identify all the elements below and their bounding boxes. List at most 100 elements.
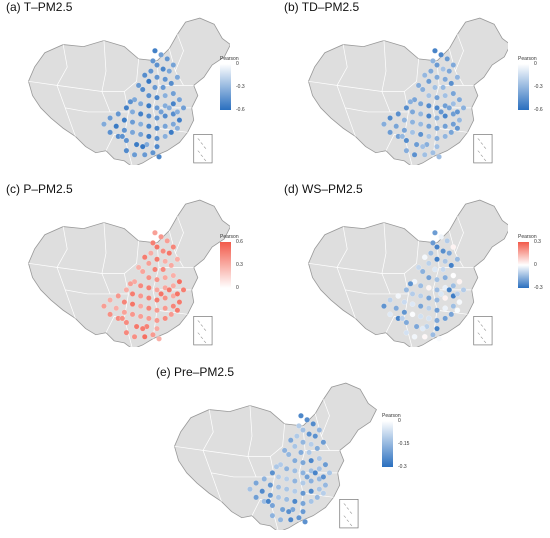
station-point	[300, 480, 306, 486]
station-point	[146, 92, 152, 99]
station-point	[421, 151, 428, 158]
station-point	[448, 80, 455, 87]
station-point	[139, 86, 146, 93]
panel-title: (b) TD–PM2.5	[284, 0, 360, 14]
station-point	[446, 68, 453, 74]
station-point	[381, 303, 387, 309]
station-point	[411, 333, 418, 340]
inset-islands	[349, 523, 353, 527]
station-point	[170, 272, 177, 279]
station-point	[314, 494, 321, 501]
panel-b: (b) TD–PM2.5 Pearson 0 -0.3 -0.6	[278, 0, 550, 180]
station-point	[121, 127, 128, 134]
station-point	[409, 119, 416, 125]
station-point	[421, 254, 428, 261]
inset-box	[193, 134, 213, 164]
legend-tick-label: -0.6	[236, 107, 245, 113]
province-border	[101, 222, 111, 295]
inset-islands	[203, 158, 207, 162]
station-point	[152, 229, 158, 236]
station-point	[139, 143, 146, 150]
station-point	[300, 490, 306, 497]
station-point	[180, 105, 187, 111]
station-point	[308, 457, 314, 464]
station-point	[162, 315, 168, 322]
station-point	[304, 416, 310, 423]
station-point	[438, 109, 444, 115]
station-point	[281, 447, 288, 454]
station-point	[448, 129, 455, 136]
station-point	[456, 117, 463, 123]
station-point	[253, 480, 259, 486]
station-point	[450, 100, 457, 107]
station-point	[158, 51, 164, 58]
station-point	[316, 465, 323, 472]
station-point	[434, 325, 440, 332]
station-point	[440, 266, 446, 273]
station-point	[296, 514, 302, 521]
station-point	[154, 297, 160, 303]
station-point	[253, 494, 259, 501]
inset-islands	[200, 154, 204, 158]
station-point	[146, 305, 152, 312]
station-point	[154, 105, 160, 111]
station-point	[442, 133, 448, 140]
station-point	[170, 303, 177, 309]
station-point	[426, 315, 432, 322]
inset-islands	[483, 146, 487, 149]
station-point	[174, 291, 181, 297]
station-point	[442, 258, 448, 265]
station-point	[442, 113, 448, 119]
legend-title: Pearson	[518, 234, 537, 240]
station-point	[123, 319, 130, 326]
station-point	[275, 494, 282, 501]
station-point	[421, 333, 428, 340]
station-point	[170, 62, 177, 68]
station-point	[411, 151, 418, 158]
station-point	[164, 238, 171, 244]
station-point	[148, 250, 154, 256]
station-point	[401, 117, 408, 123]
station-point	[123, 287, 130, 293]
station-point	[162, 133, 168, 140]
station-point	[430, 331, 436, 338]
station-point	[176, 278, 183, 285]
station-point	[265, 498, 272, 505]
legend-title: Pearson	[518, 56, 537, 62]
station-point	[460, 105, 467, 111]
color-legend: Pearson 0.6 0.3 0	[220, 234, 254, 292]
station-point	[442, 92, 448, 99]
station-point	[428, 68, 434, 74]
station-point	[285, 508, 292, 515]
station-point	[166, 68, 173, 74]
station-point	[454, 291, 461, 297]
station-point	[438, 291, 444, 297]
station-point	[168, 311, 175, 318]
station-point	[454, 109, 461, 115]
station-point	[436, 153, 442, 160]
station-point	[314, 445, 321, 452]
province-border	[247, 405, 257, 478]
inset-islands	[203, 340, 207, 344]
station-point	[119, 133, 126, 140]
station-point	[421, 72, 428, 79]
province-border	[381, 222, 391, 295]
station-point	[322, 461, 329, 468]
station-point	[176, 117, 183, 123]
station-point	[287, 516, 294, 523]
station-point	[267, 492, 274, 499]
station-point	[407, 280, 414, 287]
station-point	[148, 68, 154, 74]
legend-tick-label: -0.3	[534, 84, 543, 90]
station-point	[417, 121, 424, 127]
station-point	[154, 317, 160, 324]
station-point	[442, 305, 448, 312]
station-point	[107, 311, 113, 318]
station-point	[275, 484, 282, 490]
station-point	[277, 516, 284, 523]
color-legend: Pearson 0 -0.3 -0.6	[518, 56, 550, 114]
station-point	[158, 291, 164, 297]
station-point	[154, 74, 160, 81]
color-legend: Pearson 0.3 0 -0.3	[518, 234, 550, 292]
